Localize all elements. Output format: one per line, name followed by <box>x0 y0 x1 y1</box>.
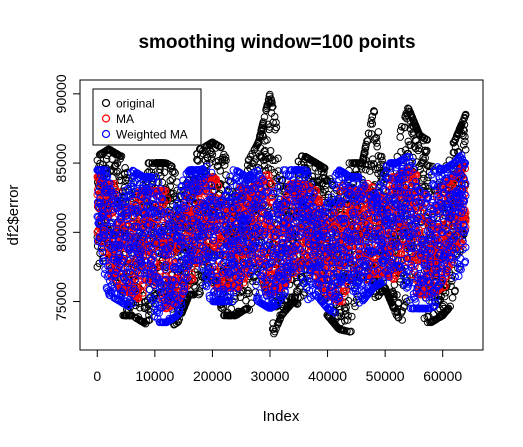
data-point <box>268 156 277 164</box>
data-point <box>196 289 204 297</box>
data-point <box>121 164 129 172</box>
data-point <box>300 288 309 297</box>
data-point <box>274 154 282 163</box>
data-point <box>245 306 254 314</box>
data-point <box>198 281 207 290</box>
data-point <box>117 176 125 185</box>
chart-title: smoothing window=100 points <box>138 32 415 53</box>
data-point <box>168 162 176 171</box>
data-point <box>160 168 169 177</box>
data-point <box>243 304 252 313</box>
data-point <box>259 118 268 126</box>
data-point <box>144 316 153 325</box>
data-point <box>272 123 281 132</box>
data-point <box>247 299 256 308</box>
data-point <box>248 149 256 158</box>
data-point <box>272 118 280 127</box>
data-point <box>136 303 144 312</box>
data-point <box>195 290 203 299</box>
data-point <box>266 154 275 162</box>
data-point <box>111 161 120 169</box>
data-point <box>208 150 217 159</box>
data-point <box>261 146 269 155</box>
data-point <box>171 169 179 177</box>
data-point <box>117 152 126 160</box>
data-point <box>263 136 271 144</box>
data-point <box>216 167 224 175</box>
data-point <box>102 155 111 163</box>
data-point <box>268 103 277 111</box>
data-point <box>220 161 229 169</box>
data-point <box>216 180 225 188</box>
data-point <box>236 293 245 302</box>
data-point <box>260 113 269 121</box>
data-point <box>252 277 261 286</box>
data-points <box>93 90 470 338</box>
data-point <box>268 99 276 107</box>
data-point <box>221 153 230 161</box>
data-point <box>217 143 225 152</box>
data-point <box>170 167 178 176</box>
data-point <box>274 167 283 175</box>
data-point <box>278 176 287 184</box>
data-point <box>320 164 329 173</box>
data-point <box>222 156 230 165</box>
data-point <box>114 167 122 176</box>
data-point <box>166 182 174 191</box>
